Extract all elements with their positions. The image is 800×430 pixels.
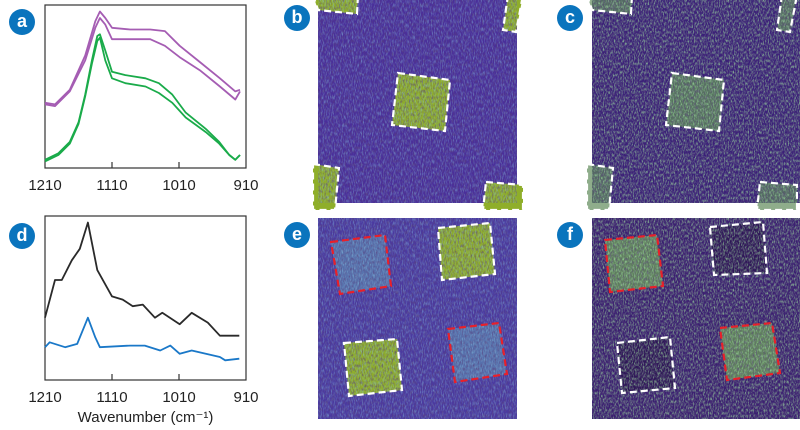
afm-ir-image-f <box>592 218 800 419</box>
panel-label-e: e <box>284 222 310 248</box>
afm-ir-image-b <box>311 0 525 212</box>
x-tick-label: 1010 <box>162 177 195 194</box>
x-tick-label: 1210 <box>28 389 61 406</box>
white-dashed-outline <box>615 335 677 395</box>
white-dashed-outline <box>481 180 525 212</box>
red-dashed-outline <box>718 321 782 382</box>
panel-label-f: f <box>557 222 583 248</box>
white-dashed-outline <box>585 162 615 212</box>
white-dashed-outline <box>313 0 359 16</box>
image-texture-dark <box>318 218 517 419</box>
red-dashed-outline <box>446 321 509 384</box>
spectrum-line-a-4 <box>44 36 241 163</box>
white-dashed-outline <box>708 220 769 277</box>
white-dashed-outline <box>436 221 497 282</box>
panel-label-c: c <box>557 5 583 31</box>
image-texture-dark <box>318 0 517 203</box>
red-dashed-outline <box>603 233 665 294</box>
x-tick-label: 910 <box>233 177 258 194</box>
x-axis-title: Wavenumber (cm⁻¹) <box>78 409 214 426</box>
spectrum-line-d-1 <box>44 221 240 337</box>
spectrum-line-a-3 <box>44 33 241 161</box>
white-dashed-outline <box>664 71 726 133</box>
afm-ir-image-e <box>318 218 517 419</box>
spectrum-line-d-2 <box>44 316 240 362</box>
white-dashed-outline <box>342 337 404 398</box>
white-dashed-outline <box>311 162 341 212</box>
spectrum-line-a-2 <box>44 17 241 107</box>
image-texture-dark <box>592 0 800 203</box>
x-tick-label: 1110 <box>96 389 127 406</box>
panel-label-b: b <box>284 5 310 31</box>
white-dashed-outline <box>501 0 524 34</box>
image-texture-dark <box>592 218 800 419</box>
plot-frame <box>44 215 247 381</box>
white-dashed-outline <box>755 180 799 212</box>
spectrum-line-a-1 <box>44 10 241 106</box>
spectrum-chart-d: 1210 1110 1010 910 Wavenumber (cm⁻¹) <box>28 215 259 426</box>
x-tick-label: 910 <box>233 389 258 406</box>
x-tick-label: 1210 <box>28 177 61 194</box>
x-tick-label: 1010 <box>162 389 195 406</box>
spectrum-chart-a: 1210 1110 1010 910 <box>28 4 259 194</box>
white-dashed-outline <box>587 0 633 16</box>
x-tick-label: 1110 <box>96 177 127 194</box>
white-dashed-outline <box>775 0 798 34</box>
panel-label-d: d <box>9 223 35 249</box>
plot-frame <box>44 4 247 169</box>
red-dashed-outline <box>329 233 393 296</box>
panel-label-a: a <box>9 9 35 35</box>
white-dashed-outline <box>390 71 452 133</box>
afm-ir-image-c <box>585 0 800 212</box>
